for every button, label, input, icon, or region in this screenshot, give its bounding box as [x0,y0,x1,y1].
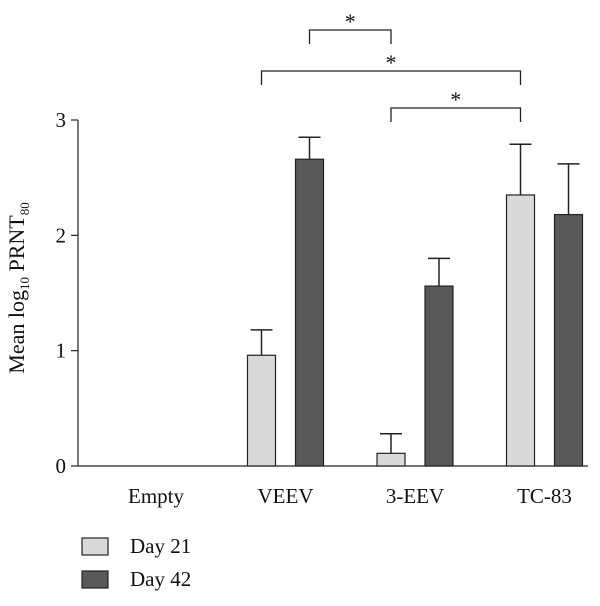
bar [294,158,325,467]
legend-swatch [81,570,109,589]
y-tick-label: 3 [56,108,67,132]
significance-brackets: * * * [260,9,522,122]
y-tick-label: 0 [56,454,67,478]
significance-marker: * [345,9,356,34]
y-tick-label: 2 [56,223,67,247]
y-axis-label-sub2: 80 [17,202,32,215]
legend: Day 21 Day 42 [81,534,191,591]
y-axis-label: Mean log10 PRNT80 [4,202,32,373]
x-tick-label: VEEV [258,484,314,508]
significance-bracket [390,107,522,122]
significance-marker: * [450,87,461,112]
y-axis-label-mid: PRNT [4,215,29,277]
y-axis-label-base: Mean log [4,290,29,374]
significance-marker: * [386,50,397,75]
bars [246,136,584,467]
significance-bracket [260,70,522,85]
legend-swatch [81,537,109,556]
bar [553,213,584,467]
legend-label: Day 42 [130,567,191,591]
bar [376,452,406,467]
bar [424,285,454,467]
x-tick-label: 3-EEV [386,484,444,508]
legend-label: Day 21 [130,534,191,558]
bar [246,354,277,467]
y-axis-label-sub1: 10 [17,277,32,290]
x-tick-label: TC-83 [517,484,572,508]
x-tick-label: Empty [128,484,184,508]
y-tick-label: 1 [56,339,67,363]
axes: 0 1 2 3 Empty VEEV 3-EEV TC-83 [56,108,588,508]
significance-bracket [308,29,392,44]
bar [505,194,536,467]
